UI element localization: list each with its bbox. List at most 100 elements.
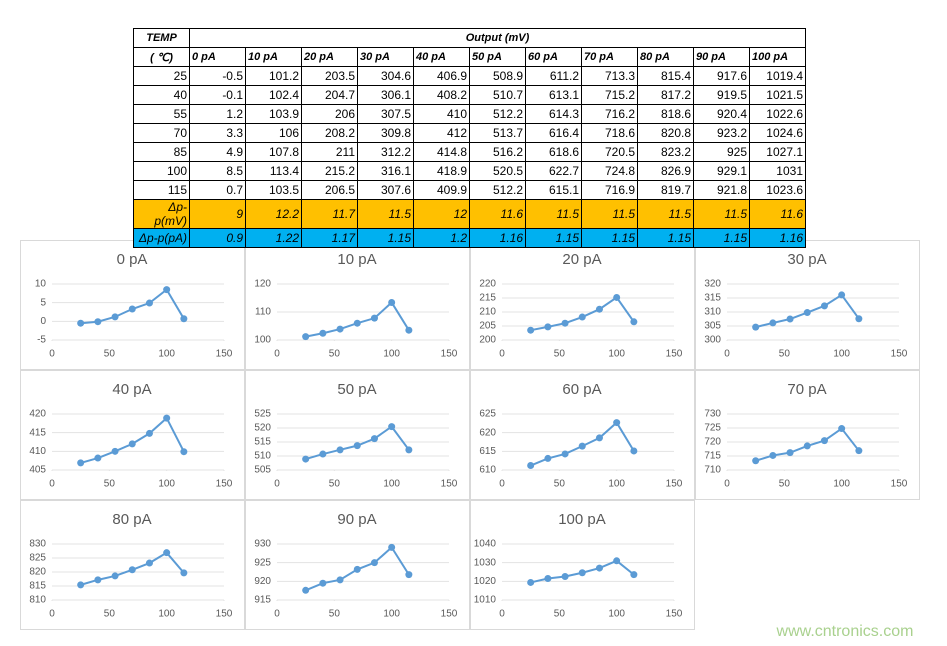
y-tick-label: 420	[29, 409, 46, 420]
y-tick-label: 210	[479, 307, 496, 318]
data-point	[180, 448, 188, 456]
table-cell: 613.1	[525, 85, 582, 105]
y-tick-label: 920	[254, 576, 271, 587]
data-point	[370, 435, 378, 443]
y-tick-label: 215	[479, 293, 496, 304]
table-cell: 40	[133, 85, 190, 105]
table-cell: 1027.1	[749, 142, 806, 162]
x-tick-label: 150	[891, 349, 908, 360]
table-cell: 70 pA	[581, 47, 638, 67]
data-point	[803, 309, 811, 317]
table-cell: 823.2	[637, 142, 694, 162]
y-tick-label: 830	[29, 539, 46, 550]
table-cell: Δp-p(pA)	[133, 228, 190, 248]
data-point	[855, 447, 863, 455]
table-cell: 9	[189, 199, 246, 229]
table-cell: 1.16	[749, 228, 806, 248]
x-tick-label: 50	[779, 349, 791, 360]
table-cell: 30 pA	[357, 47, 414, 67]
table-cell: 206.5	[301, 180, 358, 200]
x-tick-label: 150	[441, 609, 458, 620]
x-tick-label: 0	[724, 479, 730, 490]
data-point	[94, 318, 102, 326]
table-cell: 215.2	[301, 161, 358, 181]
data-point	[578, 569, 586, 577]
table-cell: 115	[133, 180, 190, 200]
chart-panel	[470, 500, 695, 630]
data-point	[613, 557, 621, 565]
data-point	[145, 429, 153, 437]
y-tick-label: 625	[479, 409, 496, 420]
data-point	[302, 455, 310, 463]
x-tick-label: 50	[104, 609, 116, 620]
data-point	[77, 319, 85, 327]
y-tick-label: 620	[479, 427, 496, 438]
table-cell: 611.2	[525, 66, 582, 86]
table-cell: 1.17	[301, 228, 358, 248]
data-point	[388, 543, 396, 551]
y-tick-label: -5	[37, 335, 46, 346]
x-tick-label: 150	[216, 609, 233, 620]
table-cell: 1023.6	[749, 180, 806, 200]
x-tick-label: 0	[49, 349, 55, 360]
data-point	[302, 333, 310, 341]
table-cell: 1024.6	[749, 123, 806, 143]
table-cell: 304.6	[357, 66, 414, 86]
y-tick-label: 205	[479, 321, 496, 332]
table-cell: 10 pA	[245, 47, 302, 67]
chart-title: 70 pA	[787, 381, 826, 398]
table-cell: 101.2	[245, 66, 302, 86]
table-row: 100 8.5 113.4 215.2 316.1 418.9 520.5 622.7 724.…	[133, 161, 806, 181]
chart-panel	[20, 500, 245, 630]
table-cell: 815.4	[637, 66, 694, 86]
table-cell: 819.7	[637, 180, 694, 200]
table-row: Δp-p(pA) 0.9 1.22 1.17 1.15 1.2 1.16 1.15 1.15 1.…	[133, 228, 806, 248]
table-cell: Δp-p(mV)	[133, 199, 190, 229]
data-point	[94, 576, 102, 584]
x-tick-label: 50	[554, 609, 566, 620]
table-cell: 206	[301, 104, 358, 124]
data-point	[578, 313, 586, 321]
table-cell: 11.5	[357, 199, 414, 229]
x-tick-label: 100	[833, 479, 850, 490]
table-cell: 929.1	[693, 161, 750, 181]
y-tick-label: 825	[29, 553, 46, 564]
table-cell: 718.6	[581, 123, 638, 143]
table-cell: 618.6	[525, 142, 582, 162]
table-cell: 4.9	[189, 142, 246, 162]
data-point	[319, 329, 327, 337]
chart-title: 40 pA	[112, 381, 151, 398]
table-cell: 203.5	[301, 66, 358, 86]
table-cell: 8.5	[189, 161, 246, 181]
table-cell: 1.15	[693, 228, 750, 248]
x-tick-label: 0	[49, 609, 55, 620]
y-tick-label: 5	[40, 297, 46, 308]
data-point	[370, 559, 378, 567]
table-cell: 826.9	[637, 161, 694, 181]
data-point	[145, 299, 153, 307]
chart-title: 50 pA	[337, 381, 376, 398]
table-row: 40 -0.1 102.4 204.7 306.1 408.2 510.7 613.1 715.…	[133, 85, 806, 105]
table-cell: 406.9	[413, 66, 470, 86]
chart-panel	[20, 240, 245, 370]
y-tick-label: 510	[254, 451, 271, 462]
chart-panel	[695, 370, 920, 500]
table-cell: 11.7	[301, 199, 358, 229]
table-cell: 316.1	[357, 161, 414, 181]
y-tick-label: 725	[704, 423, 721, 434]
data-point	[405, 571, 413, 579]
table-cell: TEMP	[133, 28, 190, 48]
table-cell: 410	[413, 104, 470, 124]
data-point	[145, 559, 153, 567]
table-cell: 622.7	[525, 161, 582, 181]
y-tick-label: 1010	[474, 595, 497, 606]
x-tick-label: 50	[779, 479, 791, 490]
x-tick-label: 0	[49, 479, 55, 490]
chart-panel	[470, 240, 695, 370]
x-tick-label: 50	[554, 479, 566, 490]
table-row: 70 3.3 106 208.2 309.8 412 513.7 616.4 718.6 820.…	[133, 123, 806, 143]
table-cell: 90 pA	[693, 47, 750, 67]
data-point	[595, 305, 603, 313]
data-point	[803, 442, 811, 450]
chart-title: 60 pA	[562, 381, 601, 398]
